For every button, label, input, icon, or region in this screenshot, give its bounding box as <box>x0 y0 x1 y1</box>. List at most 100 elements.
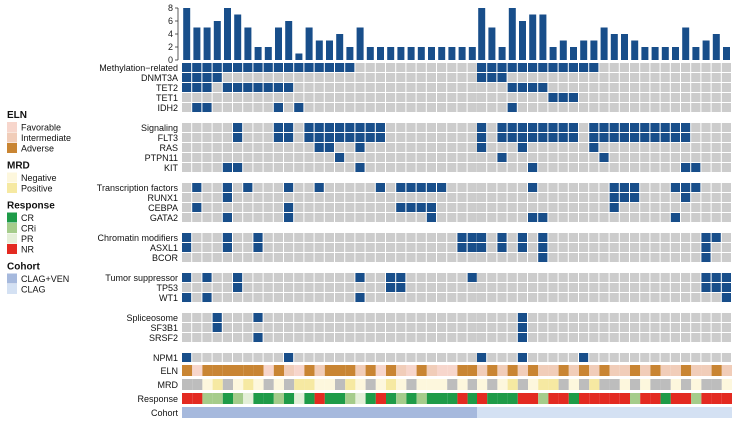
cell-kit-clag-22 <box>701 163 711 172</box>
cell-tp53-clag-ven-6 <box>243 283 253 292</box>
legend-label-nr: NR <box>21 245 34 255</box>
row-label-ras: RAS <box>159 143 178 153</box>
cell-chromatin-modifiers-clag-0 <box>477 233 487 242</box>
cell-srsf2-clag-ven-0 <box>182 333 192 342</box>
cell-signaling-clag-6 <box>538 123 548 132</box>
cell-kit-clag-23 <box>711 163 721 172</box>
cell-idh2-clag-ven-22 <box>406 103 416 112</box>
cell-chromatin-modifiers-clag-4 <box>517 233 527 242</box>
cell-gata2-clag-ven-13 <box>314 213 324 222</box>
cell-kit-clag-13 <box>609 163 619 172</box>
cell-srsf2-clag-ven-6 <box>243 333 253 342</box>
anno-eln-clag-6 <box>538 365 549 376</box>
cell-tumor-suppressor-clag-2 <box>497 273 507 282</box>
cell-signaling-clag-ven-22 <box>406 123 416 132</box>
cell-tumor-suppressor-clag-ven-5 <box>233 273 243 282</box>
cell-methylation-related-clag-8 <box>558 63 568 72</box>
cell-gata2-clag-18 <box>660 213 670 222</box>
cell-npm1-clag-ven-22 <box>406 353 416 362</box>
cell-transcription-factors-clag-ven-13 <box>314 183 324 192</box>
cell-kit-clag-3 <box>507 163 517 172</box>
cell-ptpn11-clag-5 <box>528 153 538 162</box>
cell-tet1-clag-ven-23 <box>416 93 426 102</box>
cell-runx1-clag-ven-8 <box>263 193 273 202</box>
cell-kit-clag-ven-8 <box>263 163 273 172</box>
anno-mrd-clag-ven-22 <box>406 379 417 390</box>
cell-asxl1-clag-10 <box>579 243 589 252</box>
cell-idh2-clag-11 <box>589 103 599 112</box>
cell-tp53-clag-ven-19 <box>375 283 385 292</box>
cell-ptpn11-clag-2 <box>497 153 507 162</box>
cell-transcription-factors-clag-ven-21 <box>396 183 406 192</box>
cell-ras-clag-19 <box>670 143 680 152</box>
cell-tet1-clag-ven-17 <box>355 93 365 102</box>
cell-flt3-clag-ven-19 <box>375 133 385 142</box>
cell-cebpa-clag-2 <box>497 203 507 212</box>
cell-cebpa-clag-ven-21 <box>396 203 406 212</box>
cell-dnmt3a-clag-ven-17 <box>355 73 365 82</box>
cell-bcor-clag-ven-19 <box>375 253 385 262</box>
cell-tp53-clag-ven-20 <box>386 283 396 292</box>
cell-srsf2-clag-2 <box>497 333 507 342</box>
cell-srsf2-clag-15 <box>630 333 640 342</box>
cell-flt3-clag-18 <box>660 133 670 142</box>
anno-eln-clag-2 <box>497 365 508 376</box>
cell-dnmt3a-clag-ven-3 <box>212 73 222 82</box>
cell-chromatin-modifiers-clag-ven-23 <box>416 233 426 242</box>
cell-bcor-clag-ven-9 <box>273 253 283 262</box>
cell-npm1-clag-ven-2 <box>202 353 212 362</box>
cell-sf3b1-clag-ven-14 <box>324 323 334 332</box>
cell-gata2-clag-19 <box>670 213 680 222</box>
cell-spliceosome-clag-ven-10 <box>284 313 294 322</box>
anno-response-clag-ven-1 <box>192 393 203 404</box>
cell-ptpn11-clag-9 <box>568 153 578 162</box>
cell-tet1-clag-19 <box>670 93 680 102</box>
cell-methylation-related-clag-ven-10 <box>284 63 294 72</box>
cell-gata2-clag-ven-21 <box>396 213 406 222</box>
cell-bcor-clag-11 <box>589 253 599 262</box>
cell-sf3b1-clag-16 <box>640 323 650 332</box>
anno-response-clag-ven-5 <box>233 393 244 404</box>
cell-transcription-factors-clag-14 <box>619 183 629 192</box>
cell-tp53-clag-5 <box>528 283 538 292</box>
cell-transcription-factors-clag-11 <box>589 183 599 192</box>
cell-signaling-clag-ven-17 <box>355 123 365 132</box>
cell-signaling-clag-5 <box>528 123 538 132</box>
cell-ras-clag-10 <box>579 143 589 152</box>
cell-idh2-clag-ven-7 <box>253 103 263 112</box>
cell-idh2-clag-8 <box>558 103 568 112</box>
anno-eln-clag-ven-3 <box>212 365 223 376</box>
anno-mrd-clag-8 <box>558 379 569 390</box>
cell-asxl1-clag-24 <box>721 243 731 252</box>
cell-spliceosome-clag-ven-15 <box>335 313 345 322</box>
cell-idh2-clag-14 <box>619 103 629 112</box>
cell-chromatin-modifiers-clag-ven-15 <box>335 233 345 242</box>
cell-asxl1-clag-ven-12 <box>304 243 314 252</box>
cell-tet1-clag-ven-12 <box>304 93 314 102</box>
anno-response-clag-ven-0 <box>182 393 193 404</box>
anno-eln-clag-ven-10 <box>284 365 295 376</box>
cell-signaling-clag-0 <box>477 123 487 132</box>
cell-chromatin-modifiers-clag-ven-14 <box>324 233 334 242</box>
cell-signaling-clag-ven-14 <box>324 123 334 132</box>
anno-eln-clag-ven-8 <box>263 365 274 376</box>
cell-ras-clag-ven-22 <box>406 143 416 152</box>
cell-sf3b1-clag-21 <box>691 323 701 332</box>
cell-transcription-factors-clag-0 <box>477 183 487 192</box>
cell-spliceosome-clag-ven-5 <box>233 313 243 322</box>
cell-tet2-clag-ven-23 <box>416 83 426 92</box>
cell-ras-clag-3 <box>507 143 517 152</box>
cell-ptpn11-clag-22 <box>701 153 711 162</box>
cell-asxl1-clag-ven-14 <box>324 243 334 252</box>
cell-runx1-clag-ven-13 <box>314 193 324 202</box>
cell-sf3b1-clag-ven-2 <box>202 323 212 332</box>
anno-mrd-clag-7 <box>548 379 559 390</box>
cell-tet2-clag-11 <box>589 83 599 92</box>
cell-srsf2-clag-17 <box>650 333 660 342</box>
cell-flt3-clag-10 <box>579 133 589 142</box>
cell-transcription-factors-clag-17 <box>650 183 660 192</box>
cell-kit-clag-16 <box>640 163 650 172</box>
cell-kit-clag-4 <box>517 163 527 172</box>
cell-wt1-clag-ven-22 <box>406 293 416 302</box>
